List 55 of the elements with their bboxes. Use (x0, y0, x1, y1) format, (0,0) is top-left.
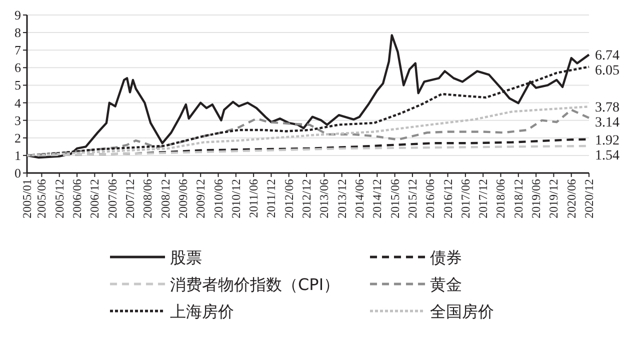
x-tick-label: 2012/06 (282, 179, 296, 218)
x-tick-label: 2017/12 (476, 179, 490, 218)
x-tick-label: 2007/12 (122, 179, 137, 218)
x-tick-label: 2015/06 (388, 179, 402, 218)
x-tick-label: 2016/12 (440, 179, 455, 218)
x-tick-label: 2011/06 (246, 179, 261, 218)
x-tick-label: 2005/12 (52, 179, 66, 218)
legend-label: 债券 (430, 248, 462, 267)
x-tick-label: 2005/01 (20, 179, 34, 218)
annotation: 1.92 (595, 133, 620, 148)
y-tick-label: 3 (14, 112, 21, 128)
y-tick-label: 6 (14, 60, 22, 76)
x-tick-label: 2020/06 (564, 179, 578, 218)
x-tick-label: 2013/06 (317, 179, 332, 218)
x-tick-label: 2009/12 (194, 179, 208, 218)
x-tick-label: 2019/06 (529, 179, 544, 218)
legend-label: 上海房价 (170, 302, 234, 321)
legend-label: 股票 (170, 248, 202, 267)
annotation: 6.74 (595, 48, 620, 64)
y-tick-label: 7 (14, 42, 22, 58)
y-tick-label: 8 (14, 25, 21, 40)
x-tick-label: 2008/06 (140, 179, 155, 218)
x-tick-label: 2005/06 (34, 179, 49, 218)
y-tick-label: 4 (14, 95, 22, 110)
y-tick-label: 9 (14, 8, 21, 22)
x-tick-label: 2006/06 (70, 179, 84, 218)
legend-label: 黄金 (430, 275, 462, 294)
x-tick-label: 2013/12 (334, 179, 349, 218)
x-tick-label: 2010/12 (228, 179, 243, 218)
x-tick-label: 2020/12 (582, 179, 596, 218)
y-tick-label: 0 (14, 166, 21, 180)
x-tick-label: 2011/12 (264, 179, 278, 218)
y-tick-label: 5 (14, 78, 21, 93)
x-tick-label: 2010/06 (211, 179, 226, 218)
x-tick-label: 2019/12 (546, 179, 561, 218)
annotation: 6.05 (595, 64, 620, 79)
legend-label: 全国房价 (430, 302, 494, 321)
x-tick-label: 2016/06 (423, 179, 438, 218)
x-tick-label: 2006/12 (88, 179, 102, 218)
x-tick-label: 2017/06 (458, 179, 472, 218)
x-tick-label: 2018/12 (511, 179, 526, 218)
x-tick-label: 2008/12 (158, 179, 172, 218)
x-tick-label: 2014/06 (352, 179, 366, 218)
annotation: 3.14 (595, 116, 620, 131)
x-tick-label: 2009/06 (176, 179, 190, 218)
x-tick-label: 2014/12 (370, 179, 384, 218)
annotation: 1.54 (595, 148, 620, 164)
legend-label: 消费者物价指数（CPI） (170, 275, 340, 294)
x-tick-label: 2012/12 (300, 179, 314, 218)
x-tick-label: 2015/12 (405, 179, 420, 218)
x-tick-label: 2007/06 (105, 179, 120, 218)
x-tick-label: 2018/06 (494, 179, 508, 218)
annotation: 3.78 (595, 100, 620, 116)
y-tick-label: 1 (14, 148, 21, 163)
y-tick-label: 2 (14, 130, 21, 146)
